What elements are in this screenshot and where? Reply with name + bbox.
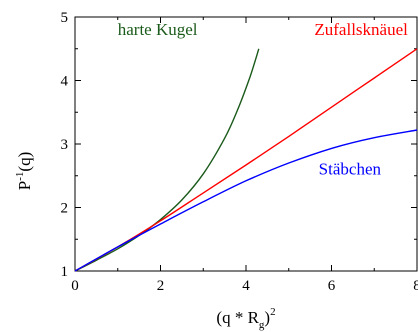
x-tick-label: 2 xyxy=(157,278,165,294)
y-tick-label: 1 xyxy=(61,264,69,280)
y-tick-label: 5 xyxy=(61,10,69,26)
y-axis-title-sup: -1 xyxy=(14,172,26,181)
x-axis-title-sup: 2 xyxy=(270,306,276,318)
series-label-harte-kugel: harte Kugel xyxy=(118,20,198,39)
x-tick-label: 4 xyxy=(242,278,250,294)
x-axis-title-close: ) xyxy=(264,308,270,327)
y-axis-title: P-1(q) xyxy=(14,152,34,190)
series-line-harte-kugel xyxy=(74,48,260,272)
y-axis-title-main: P xyxy=(15,181,34,190)
y-tick-label: 4 xyxy=(61,74,69,90)
series-labels: harte Kugel Zufallsknäuel Stäbchen xyxy=(118,20,408,179)
y-tick-label: 2 xyxy=(61,201,69,217)
y-axis-title-tail: (q) xyxy=(15,152,34,172)
x-axis-title-sub: g xyxy=(259,319,265,331)
tick-labels: 0 2 4 6 8 1 2 3 4 5 xyxy=(61,10,418,294)
x-tick-label: 8 xyxy=(413,278,418,294)
series-lines xyxy=(74,48,418,272)
axis-ticks xyxy=(74,16,418,272)
series-label-zufallsknaeuel: Zufallsknäuel xyxy=(314,20,408,39)
plot-area xyxy=(74,16,418,272)
y-tick-label: 3 xyxy=(61,137,69,153)
x-axis-title: (q * Rg)2 xyxy=(216,306,275,331)
x-tick-label: 6 xyxy=(328,278,336,294)
series-line-staebchen xyxy=(74,129,418,272)
series-label-staebchen: Stäbchen xyxy=(319,159,382,178)
x-axis-title-main: (q * R xyxy=(216,308,259,327)
plot-frame xyxy=(74,16,418,272)
x-tick-label: 0 xyxy=(71,278,79,294)
